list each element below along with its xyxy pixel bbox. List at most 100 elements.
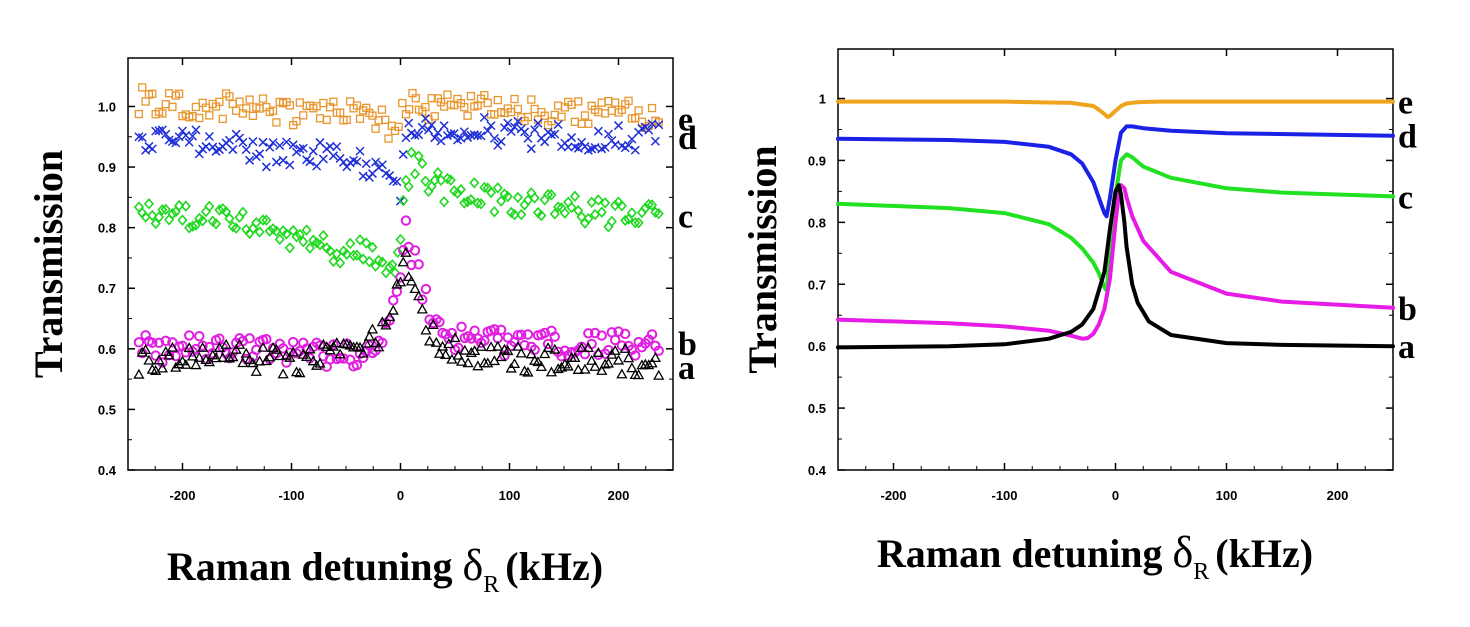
data-point-c (318, 229, 329, 242)
data-point-a (462, 357, 474, 368)
data-point-a (495, 351, 507, 362)
data-point-d (593, 126, 603, 136)
data-point-a (136, 346, 148, 357)
data-point-a (522, 366, 534, 377)
data-point-a (270, 343, 283, 354)
data-point-d (204, 131, 214, 142)
data-point-d (486, 121, 496, 131)
data-point-e (493, 95, 502, 105)
series-e: e (134, 83, 693, 143)
y-tick-label: 0.9 (98, 160, 116, 175)
x-tick-label: 200 (1327, 488, 1349, 503)
data-point-e (195, 113, 204, 123)
data-point-c (403, 180, 414, 193)
data-point-a (633, 369, 645, 380)
data-point-b (630, 350, 641, 361)
data-point-d (499, 123, 509, 133)
data-point-d (489, 133, 499, 143)
data-point-c (398, 194, 409, 207)
data-point-e (335, 108, 345, 117)
data-point-d (436, 136, 446, 146)
data-point-d (261, 162, 271, 172)
data-point-e (268, 106, 278, 115)
data-point-d (184, 137, 194, 147)
x-tick-label: 0 (397, 488, 404, 503)
data-point-d (526, 144, 536, 154)
data-point-a (193, 351, 205, 362)
data-point-e (368, 111, 377, 120)
data-point-c (167, 208, 178, 220)
data-point-d (308, 146, 318, 156)
data-point-a (612, 354, 625, 365)
data-point-c (593, 194, 604, 206)
data-point-d (288, 140, 298, 150)
data-point-d (295, 144, 305, 154)
series-label-c: c (678, 199, 693, 236)
data-point-c (298, 235, 309, 248)
data-point-d (241, 145, 251, 155)
data-point-c (459, 197, 470, 209)
data-point-a (515, 347, 527, 358)
series-label-a: a (678, 350, 695, 387)
data-point-d (654, 120, 664, 130)
data-point-a (482, 357, 494, 368)
data-point-a (589, 360, 601, 371)
data-point-c (406, 146, 417, 159)
data-point-c (392, 246, 403, 259)
data-point-c (251, 216, 262, 229)
data-point-a (284, 351, 296, 362)
data-point-a (143, 354, 155, 365)
data-point-a (569, 352, 581, 363)
data-point-c (331, 248, 342, 260)
data-point-a (646, 357, 658, 368)
data-point-c (553, 201, 564, 213)
data-point-a (254, 355, 266, 366)
data-point-c (294, 228, 305, 241)
data-point-e (381, 115, 390, 124)
data-point-d (398, 149, 408, 159)
data-point-e (570, 117, 580, 126)
data-point-d (600, 142, 610, 152)
data-point-a (475, 340, 487, 351)
data-point-a (156, 362, 168, 373)
data-point-c (261, 214, 272, 226)
data-point-e (384, 134, 393, 143)
data-point-e (285, 101, 294, 110)
data-point-e (530, 104, 539, 114)
data-point-a (394, 276, 407, 287)
data-point-e (315, 114, 325, 123)
data-point-c (455, 183, 466, 196)
data-point-e (232, 106, 241, 115)
data-point-a (247, 357, 259, 368)
data-point-e (600, 109, 610, 118)
data-point-c (389, 266, 401, 279)
data-point-c (345, 237, 356, 250)
data-point-c (395, 233, 406, 246)
data-point-e (242, 104, 251, 113)
data-point-b (549, 331, 560, 342)
y-axis-title: Transmission (26, 150, 71, 378)
data-point-a (133, 368, 145, 379)
data-point-d (191, 125, 201, 135)
data-point-d (496, 136, 506, 146)
data-point-a (391, 278, 403, 289)
data-point-d (245, 155, 255, 165)
data-point-c (472, 197, 483, 209)
data-point-c (387, 259, 398, 271)
data-point-c (569, 190, 580, 203)
data-point-a (502, 345, 514, 356)
data-point-b (160, 335, 171, 347)
data-point-d (479, 112, 489, 122)
data-point-a (304, 343, 316, 354)
data-point-a (420, 324, 432, 335)
data-point-d (533, 118, 543, 128)
data-point-a (416, 303, 428, 314)
data-point-e (607, 106, 616, 115)
data-point-a (609, 344, 621, 355)
data-point-c (358, 253, 369, 265)
data-point-e (322, 115, 331, 125)
data-point-a (180, 358, 192, 369)
data-point-a (217, 351, 229, 362)
data-point-a (331, 337, 343, 348)
data-point-e (245, 95, 254, 104)
